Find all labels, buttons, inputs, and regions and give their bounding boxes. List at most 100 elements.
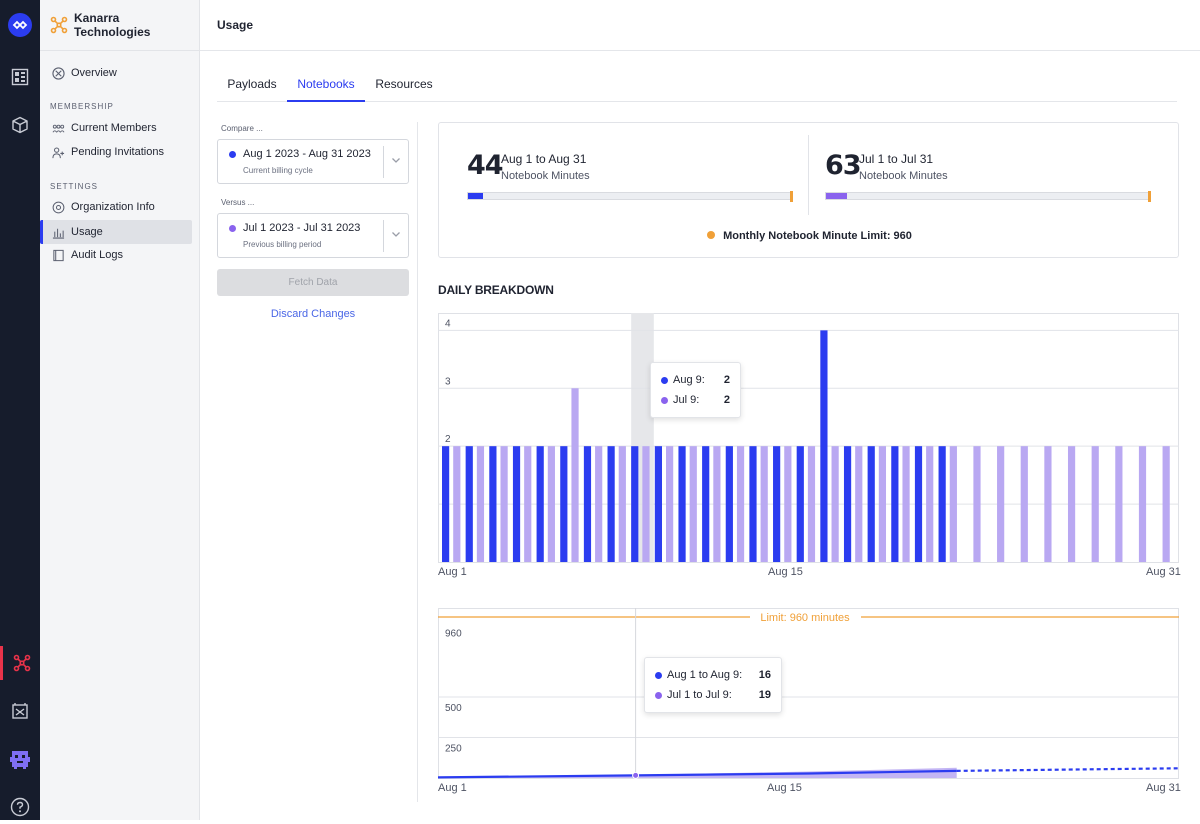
versus-label: Versus ... [221,198,255,207]
bar-current [843,446,852,562]
monthly-limit-note: Monthly Notebook Minute Limit: 960 [439,230,1180,242]
bar-previous [1091,446,1099,562]
bar-previous [973,446,981,562]
current-minutes-value: 44 [467,150,504,181]
y-tick-label: 250 [445,744,462,755]
bar-current [796,446,804,562]
current-progress-fill [468,193,483,199]
network-icon[interactable] [0,646,40,680]
sidebar-item-pending-invitations[interactable]: Pending Invitations [40,140,192,164]
plot-frame [438,608,1179,779]
bar-previous [926,446,934,562]
secondary-color-dot [229,225,236,232]
discard-changes-link[interactable]: Discard Changes [270,308,356,320]
bar-current [938,446,946,562]
settings-heading: SETTINGS [50,182,99,191]
limit-label: Limit: 960 minutes [760,612,850,624]
sidebar-item-organization-info[interactable]: Organization Info [40,195,192,219]
bar-previous [547,446,555,562]
bar-previous [949,446,957,562]
tooltip-dot [661,376,668,384]
limit-dot [707,231,716,240]
y-tick-label: 3 [445,376,451,387]
bar-current [702,446,710,562]
bar-current [820,330,828,562]
bar-previous [1162,446,1170,562]
panel-divider [417,122,418,802]
bar-current [489,446,497,562]
daily-tooltip: Aug 9: 2 Jul 9: 2 [650,362,741,418]
bar-current [891,446,899,562]
sidebar-item-label: Overview [71,67,117,79]
tab-payloads[interactable]: Payloads [227,77,277,91]
chevron-down-icon[interactable] [391,229,401,239]
projected-line [956,767,1180,772]
previous-minutes-value: 63 [825,150,862,181]
select-divider [383,146,384,178]
org-switcher[interactable]: Kanarra Technologies [50,11,199,39]
members-icon [52,124,65,132]
bar-previous [666,446,674,562]
cumulative-usage-svg: 250 500 960 Limit: 960 minutes [437,608,1180,779]
bar-previous [595,446,603,562]
bar-current [749,446,757,562]
secondary-range-caption: Previous billing period [243,240,322,249]
chevron-down-icon[interactable] [391,155,401,165]
bar-previous [902,446,910,562]
sidebar-item-usage[interactable]: Usage [40,220,192,244]
tab-resources[interactable]: Resources [375,77,433,91]
secondary-range-select[interactable]: Jul 1 2023 - Jul 31 2023 Previous billin… [217,213,409,258]
bar-current [560,446,568,562]
logo-icon[interactable] [0,8,40,42]
tab-notebooks[interactable]: Notebooks [287,68,365,102]
membership-heading: MEMBERSHIP [50,102,114,111]
cumulative-usage-chart[interactable]: 250 500 960 Limit: 960 minutes Aug 1 to Aug… [437,608,1181,808]
bar-current [725,446,733,562]
fetch-data-button[interactable]: Fetch Data [217,269,409,296]
daily-breakdown-chart[interactable]: 2 3 4 Aug 9: 2 Jul 9: 2 Aug 1 Aug 15 Aug 31 [438,313,1181,583]
bar-previous [997,446,1005,562]
primary-range-caption: Current billing cycle [243,166,313,175]
limit-marker [1148,191,1151,202]
dashboard-icon[interactable] [0,60,40,94]
bar-previous [1044,446,1052,562]
overview-icon [52,66,65,80]
sidebar-item-audit-logs[interactable]: Audit Logs [40,243,192,267]
bar-previous [1115,446,1123,562]
tooltip-dot [655,691,662,699]
y-tick-label: 2 [445,434,451,445]
primary-range-select[interactable]: Aug 1 2023 - Aug 31 2023 Current billing… [217,139,409,184]
sidebar-item-overview[interactable]: Overview [40,61,192,85]
bar-current [607,446,615,562]
previous-progress-fill [826,193,848,199]
top-bar: Usage [200,0,1200,51]
bar-current [536,446,544,562]
bar-previous [571,388,579,562]
previous-area [438,767,957,778]
bar-previous [878,446,887,562]
tooltip-value: 19 [758,689,771,701]
tooltip-dot [661,396,668,404]
reports-icon[interactable] [0,694,40,728]
cumulative-tooltip: Aug 1 to Aug 9: 16 Jul 1 to Jul 9: 19 [644,657,782,713]
previous-period-summary: 63 Jul 1 to Jul 31 Notebook Minutes [825,123,1155,213]
tooltip-label: Aug 1 to Aug 9: [667,669,743,681]
bar-previous [760,446,768,562]
tooltip-label: Aug 9: [673,374,705,386]
daily-breakdown-svg: 2 3 4 [438,313,1179,563]
package-icon[interactable] [0,108,40,142]
bar-previous [618,446,626,562]
bar-previous [713,446,721,562]
sidebar-item-current-members[interactable]: Current Members [40,116,192,140]
settings-sidebar: Kanarra Technologies Overview MEMBERSHIP… [40,0,200,820]
bar-current [631,446,639,562]
help-icon[interactable] [0,790,40,824]
x-tick-label: Aug 1 [438,566,467,578]
avatar-icon[interactable] [0,742,40,776]
bar-current [654,446,663,562]
y-tick-label: 960 [445,629,462,640]
org-logo-icon [50,16,68,34]
bar-previous [831,446,839,562]
bar-current [678,446,686,562]
y-tick-label: 500 [445,703,462,714]
